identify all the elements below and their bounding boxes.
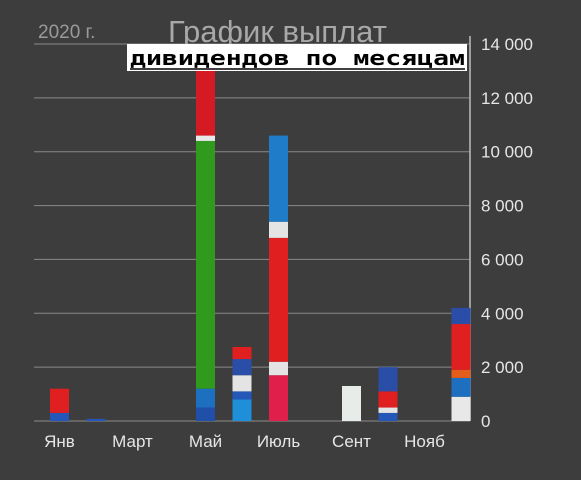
y-tick-label: 8 000 bbox=[481, 197, 524, 216]
x-tick-label: Июль bbox=[257, 432, 301, 451]
bar-segment-Май bbox=[196, 140, 215, 389]
y-tick-label: 2 000 bbox=[481, 358, 524, 377]
bar-segment-Окт bbox=[378, 407, 398, 413]
chart-subtitle: дивидендов по месяцам bbox=[130, 46, 465, 70]
x-tick-label: Нояб bbox=[404, 432, 445, 451]
y-tick-label: 12 000 bbox=[481, 89, 533, 108]
bar-segment-Дек bbox=[451, 307, 471, 325]
year-label: 2020 г. bbox=[38, 22, 95, 43]
y-axis: 0 2 000 4 000 6 000 8 000 10 000 12 000 14 000 bbox=[481, 35, 533, 431]
bar-segment-Май bbox=[196, 388, 215, 408]
x-tick-label: Сент bbox=[332, 432, 371, 451]
bar-segment-Сент bbox=[342, 385, 361, 421]
x-axis: Янв Март Май Июль Сент Нояб bbox=[44, 432, 445, 451]
subtitle-background bbox=[127, 44, 467, 71]
bar-segment-Дек bbox=[451, 324, 471, 370]
bars-layer bbox=[50, 70, 471, 421]
x-tick-label: Янв bbox=[44, 432, 75, 451]
bar-segment-Дек bbox=[451, 377, 471, 397]
bar-segment-Июль bbox=[269, 237, 288, 362]
chart-title: График выплат bbox=[168, 14, 387, 49]
y-tick-label: 0 bbox=[481, 412, 490, 431]
bar-segment-Май bbox=[196, 135, 215, 141]
bar-segment-Июнь bbox=[232, 391, 252, 400]
y-tick-label: 14 000 bbox=[481, 35, 533, 54]
bar-segment-Июль bbox=[269, 135, 288, 222]
bar-segment-Окт bbox=[378, 367, 398, 392]
bar-segment-Фев bbox=[86, 418, 106, 421]
bar-segment-Июль bbox=[269, 375, 288, 421]
bar-segment-Дек bbox=[451, 396, 471, 421]
y-tick-label: 6 000 bbox=[481, 250, 524, 269]
grid-layer bbox=[34, 36, 471, 422]
bar-segment-Янв bbox=[50, 388, 69, 413]
bar-segment-Окт bbox=[378, 391, 398, 408]
bar-segment-Июнь bbox=[232, 359, 252, 376]
x-tick-label: Май bbox=[189, 432, 222, 451]
bar-segment-Июль bbox=[269, 361, 288, 376]
bar-segment-Окт bbox=[378, 412, 398, 421]
bar-segment-Июнь bbox=[232, 346, 252, 360]
bar-segment-Июнь bbox=[232, 375, 252, 392]
bar-segment-Май bbox=[196, 70, 215, 136]
x-tick-label: Март bbox=[112, 432, 153, 451]
bar-segment-Июнь bbox=[232, 399, 252, 421]
bar-segment-Дек bbox=[451, 369, 471, 378]
bar-segment-Май bbox=[196, 407, 215, 421]
y-tick-label: 4 000 bbox=[481, 304, 524, 323]
bar-segment-Янв bbox=[50, 412, 69, 421]
y-tick-label: 10 000 bbox=[481, 143, 533, 162]
bar-segment-Июль bbox=[269, 221, 288, 238]
